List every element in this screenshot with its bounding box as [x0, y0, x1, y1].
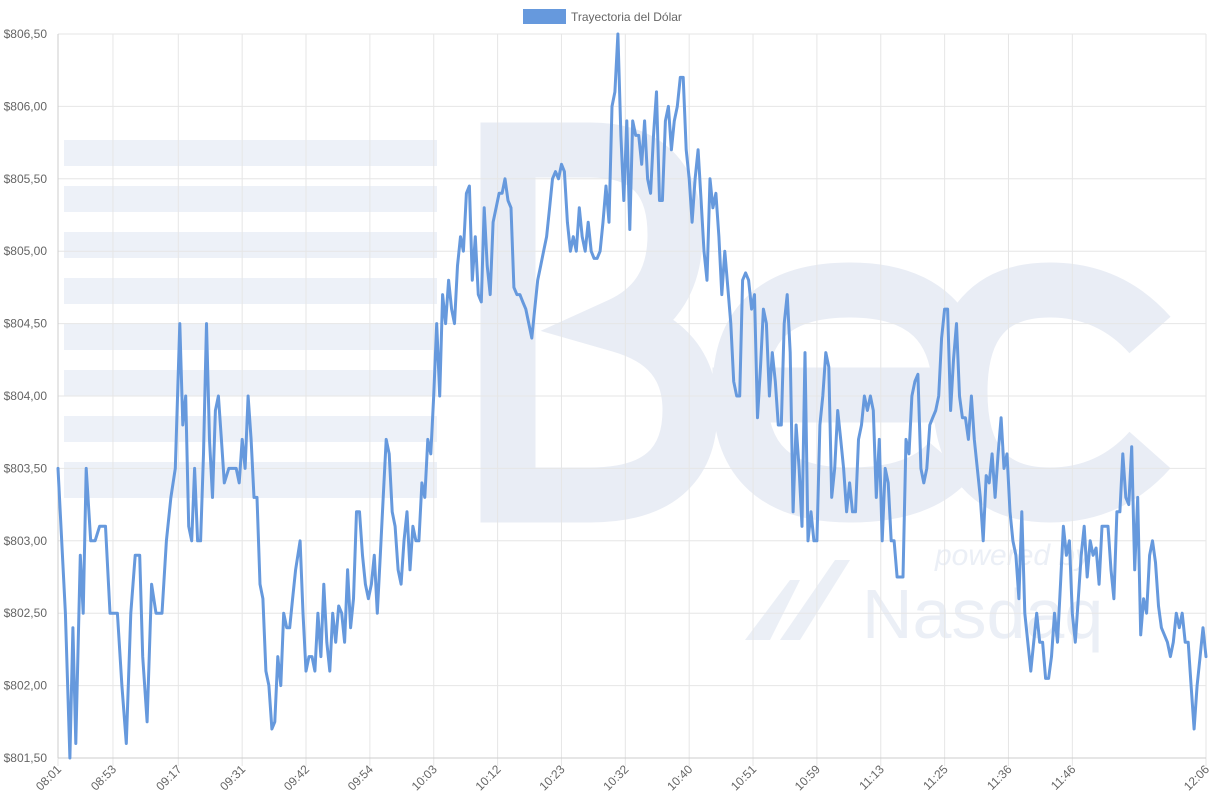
y-tick-label: $806,00: [4, 99, 48, 113]
y-tick-label: $801,50: [4, 751, 48, 765]
y-tick-label: $804,50: [4, 317, 48, 331]
x-tick-label: 09:17: [153, 762, 184, 793]
x-tick-label: 12:06: [1181, 762, 1212, 793]
y-tick-label: $802,50: [4, 606, 48, 620]
x-tick-label: 10:51: [728, 762, 759, 793]
legend-swatch[interactable]: [523, 9, 566, 24]
x-tick-label: 11:13: [856, 762, 887, 793]
x-tick-label: 10:32: [600, 762, 631, 793]
watermark-nasdaq: Nasdaq: [862, 575, 1103, 653]
x-tick-label: 10:03: [409, 762, 440, 793]
y-tick-label: $805,00: [4, 244, 48, 258]
series-layer: [56, 32, 1208, 760]
x-tick-label: 09:42: [281, 762, 312, 793]
x-tick-label: 11:46: [1048, 762, 1079, 793]
y-tick-label: $803,00: [4, 534, 48, 548]
y-tick-label: $803,50: [4, 461, 48, 475]
y-tick-label: $806,50: [4, 27, 48, 41]
y-tick-label: $805,50: [4, 172, 48, 186]
x-tick-label: 10:12: [473, 762, 504, 793]
y-tick-label: $804,00: [4, 389, 48, 403]
watermark-nasdaq-icon: [745, 580, 800, 640]
x-tick-label: 08:01: [33, 762, 64, 793]
x-tick-label: 11:36: [984, 762, 1015, 793]
series-line[interactable]: [56, 32, 1208, 760]
x-tick-label: 11:25: [920, 762, 951, 793]
y-tick-label: $802,00: [4, 679, 48, 693]
legend-label[interactable]: Trayectoria del Dólar: [571, 10, 682, 24]
x-tick-label: 09:31: [217, 762, 248, 793]
x-tick-label: 09:54: [345, 762, 376, 793]
watermark-nasdaq-icon-bar: [780, 560, 850, 640]
legend[interactable]: Trayectoria del Dólar: [523, 9, 682, 24]
x-tick-label: 08:53: [88, 762, 119, 793]
x-tick-label: 10:40: [664, 762, 695, 793]
x-tick-label: 10:59: [792, 762, 823, 793]
x-tick-label: 10:23: [536, 762, 567, 793]
